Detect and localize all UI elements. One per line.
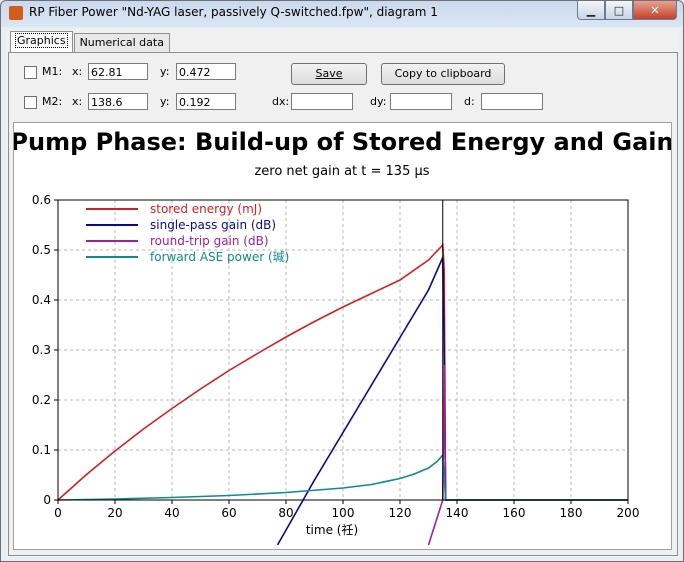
x-tick-label: 160 xyxy=(503,506,526,520)
m2-y-field[interactable]: 0.192 xyxy=(176,93,236,110)
x-tick-label: 200 xyxy=(617,506,640,520)
legend-label: single-pass gain (dB) xyxy=(150,218,276,232)
x-tick-label: 180 xyxy=(560,506,583,520)
m1-checkbox[interactable] xyxy=(24,66,37,79)
client-area: Graphics Numerical data M1: x: 62.81 y: … xyxy=(7,29,679,557)
plot-frame xyxy=(57,199,629,501)
m2-label: M2: xyxy=(42,95,63,108)
series-line-0 xyxy=(58,243,628,501)
y-tick-label: 0.2 xyxy=(32,393,51,407)
app-icon xyxy=(9,6,23,20)
y-tick-label: 0.5 xyxy=(32,243,51,257)
close-icon: ✕ xyxy=(650,3,660,17)
x-tick-label: 20 xyxy=(107,506,122,520)
x-tick-label: 60 xyxy=(221,506,236,520)
legend-label: forward ASE power (瑊) xyxy=(150,250,289,264)
m2-x-label: x: xyxy=(72,95,83,108)
series-line-1 xyxy=(276,257,628,545)
title-bar[interactable]: RP Fiber Power "Nd-YAG laser, passively … xyxy=(1,1,683,25)
y-tick-label: 0 xyxy=(43,493,51,507)
minimize-button[interactable]: ▁ xyxy=(577,1,605,20)
dy-label: dy: xyxy=(370,95,387,108)
copy-to-clipboard-button[interactable]: Copy to clipboard xyxy=(381,63,505,85)
window-title: RP Fiber Power "Nd-YAG laser, passively … xyxy=(29,5,438,19)
m1-x-label: x: xyxy=(72,65,83,78)
graphics-panel: M1: x: 62.81 y: 0.472 M2: x: 138.6 y: 0.… xyxy=(8,52,678,556)
m2-y-label: y: xyxy=(160,95,170,108)
x-tick-label: 100 xyxy=(332,506,355,520)
m1-y-label: y: xyxy=(160,65,170,78)
m2-checkbox[interactable] xyxy=(24,96,37,109)
x-tick-label: 140 xyxy=(446,506,469,520)
legend-label: round-trip gain (dB) xyxy=(150,234,269,248)
x-tick-label: 40 xyxy=(164,506,179,520)
close-button[interactable]: ✕ xyxy=(633,1,677,20)
chart-subtitle: zero net gain at t = 135 μs xyxy=(254,164,429,179)
minimize-icon: ▁ xyxy=(586,3,596,17)
tab-strip: Graphics Numerical data xyxy=(10,31,171,53)
tab-graphics[interactable]: Graphics xyxy=(10,31,73,52)
maximize-icon: □ xyxy=(613,3,625,17)
y-tick-label: 0.3 xyxy=(32,343,51,357)
m1-x-field[interactable]: 62.81 xyxy=(88,63,148,80)
y-tick-label: 0.6 xyxy=(32,193,51,207)
chart-svg[interactable]: Pump Phase: Build-up of Stored Energy an… xyxy=(10,123,674,549)
x-axis-label: time (祍) xyxy=(306,523,358,537)
x-tick-label: 80 xyxy=(278,506,293,520)
x-tick-label: 120 xyxy=(389,506,412,520)
d-label: d: xyxy=(464,95,475,108)
y-tick-label: 0.1 xyxy=(32,443,51,457)
save-button[interactable]: Save xyxy=(291,63,367,85)
m2-x-field[interactable]: 138.6 xyxy=(88,93,148,110)
m1-y-field[interactable]: 0.472 xyxy=(176,63,236,80)
m1-label: M1: xyxy=(42,65,63,78)
y-tick-label: 0.4 xyxy=(32,293,51,307)
tab-numerical-data[interactable]: Numerical data xyxy=(73,33,170,52)
chart-title: Pump Phase: Build-up of Stored Energy an… xyxy=(14,128,671,156)
x-tick-label: 0 xyxy=(54,506,62,520)
maximize-button[interactable]: □ xyxy=(605,1,633,20)
dx-label: dx: xyxy=(272,95,290,108)
dx-field[interactable] xyxy=(291,93,353,110)
legend-label: stored energy (mJ) xyxy=(150,202,262,216)
d-field[interactable] xyxy=(481,93,543,110)
plot-area[interactable]: Pump Phase: Build-up of Stored Energy an… xyxy=(10,122,674,550)
dy-field[interactable] xyxy=(390,93,452,110)
